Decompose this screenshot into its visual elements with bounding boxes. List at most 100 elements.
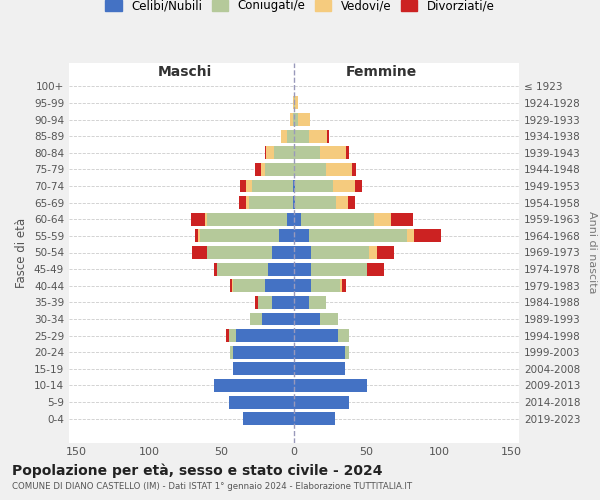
Text: Maschi: Maschi xyxy=(158,65,212,79)
Bar xyxy=(295,96,298,110)
Text: Popolazione per età, sesso e stato civile - 2024: Popolazione per età, sesso e stato civil… xyxy=(12,464,383,478)
Y-axis label: Fasce di età: Fasce di età xyxy=(16,218,28,288)
Bar xyxy=(294,346,345,358)
Bar xyxy=(226,329,229,342)
Bar xyxy=(294,262,311,276)
Bar xyxy=(298,113,310,126)
Bar xyxy=(293,180,294,192)
Bar xyxy=(326,163,352,176)
Bar xyxy=(311,262,367,276)
Bar xyxy=(295,196,336,209)
Bar xyxy=(342,280,346,292)
Bar xyxy=(265,280,294,292)
Bar xyxy=(214,262,217,276)
Bar xyxy=(295,180,333,192)
Bar xyxy=(287,130,294,142)
Bar xyxy=(198,230,200,242)
Bar xyxy=(340,280,342,292)
Bar xyxy=(260,163,265,176)
Bar xyxy=(255,163,260,176)
Bar xyxy=(274,146,294,159)
Bar xyxy=(229,396,294,408)
Bar xyxy=(294,379,367,392)
Bar xyxy=(293,196,294,209)
Bar xyxy=(338,329,349,342)
Bar xyxy=(374,213,391,226)
Bar xyxy=(293,96,294,110)
Bar xyxy=(320,146,346,159)
Bar xyxy=(294,113,298,126)
Bar xyxy=(355,180,362,192)
Bar xyxy=(250,312,262,326)
Bar xyxy=(294,296,308,309)
Bar xyxy=(207,246,272,259)
Bar xyxy=(294,396,349,408)
Bar xyxy=(308,230,407,242)
Bar xyxy=(233,280,265,292)
Text: COMUNE DI DIANO CASTELLO (IM) - Dati ISTAT 1° gennaio 2024 - Elaborazione TUTTIT: COMUNE DI DIANO CASTELLO (IM) - Dati IST… xyxy=(12,482,412,491)
Bar xyxy=(294,213,301,226)
Bar xyxy=(249,196,293,209)
Bar xyxy=(294,280,311,292)
Bar xyxy=(294,230,308,242)
Bar xyxy=(262,312,294,326)
Bar xyxy=(246,196,249,209)
Bar xyxy=(193,246,207,259)
Bar xyxy=(266,146,274,159)
Bar xyxy=(294,246,311,259)
Bar xyxy=(294,412,335,425)
Bar xyxy=(200,230,280,242)
Bar xyxy=(345,346,349,358)
Bar xyxy=(195,230,198,242)
Bar xyxy=(233,362,294,376)
Bar xyxy=(301,213,374,226)
Bar xyxy=(287,213,294,226)
Bar xyxy=(391,213,413,226)
Bar xyxy=(294,362,345,376)
Bar xyxy=(336,196,348,209)
Text: Femmine: Femmine xyxy=(346,65,417,79)
Bar xyxy=(294,96,295,110)
Bar xyxy=(407,230,415,242)
Bar xyxy=(191,213,205,226)
Bar xyxy=(281,130,287,142)
Bar xyxy=(308,296,326,309)
Bar xyxy=(246,180,252,192)
Bar xyxy=(232,280,233,292)
Bar xyxy=(294,196,295,209)
Bar xyxy=(229,329,236,342)
Bar xyxy=(290,113,293,126)
Bar xyxy=(280,230,294,242)
Bar xyxy=(294,312,320,326)
Bar xyxy=(272,246,294,259)
Bar xyxy=(348,196,355,209)
Bar xyxy=(293,113,294,126)
Bar xyxy=(265,146,266,159)
Y-axis label: Anni di nascita: Anni di nascita xyxy=(587,211,597,294)
Bar xyxy=(308,130,328,142)
Bar xyxy=(377,246,394,259)
Bar xyxy=(320,312,338,326)
Bar xyxy=(243,412,294,425)
Bar xyxy=(205,213,207,226)
Bar xyxy=(294,130,308,142)
Bar xyxy=(236,329,294,342)
Bar xyxy=(294,329,338,342)
Bar xyxy=(258,296,272,309)
Bar xyxy=(367,262,384,276)
Legend: Celibi/Nubili, Coniugati/e, Vedovi/e, Divorziati/e: Celibi/Nubili, Coniugati/e, Vedovi/e, Di… xyxy=(101,0,499,16)
Bar xyxy=(333,180,355,192)
Bar xyxy=(255,296,258,309)
Bar xyxy=(311,280,340,292)
Bar xyxy=(311,246,370,259)
Bar xyxy=(294,180,295,192)
Bar xyxy=(207,213,287,226)
Bar xyxy=(233,346,294,358)
Bar xyxy=(352,163,356,176)
Bar xyxy=(294,163,326,176)
Bar xyxy=(265,163,294,176)
Bar xyxy=(370,246,377,259)
Bar xyxy=(268,262,294,276)
Bar xyxy=(230,280,232,292)
Bar xyxy=(230,346,233,358)
